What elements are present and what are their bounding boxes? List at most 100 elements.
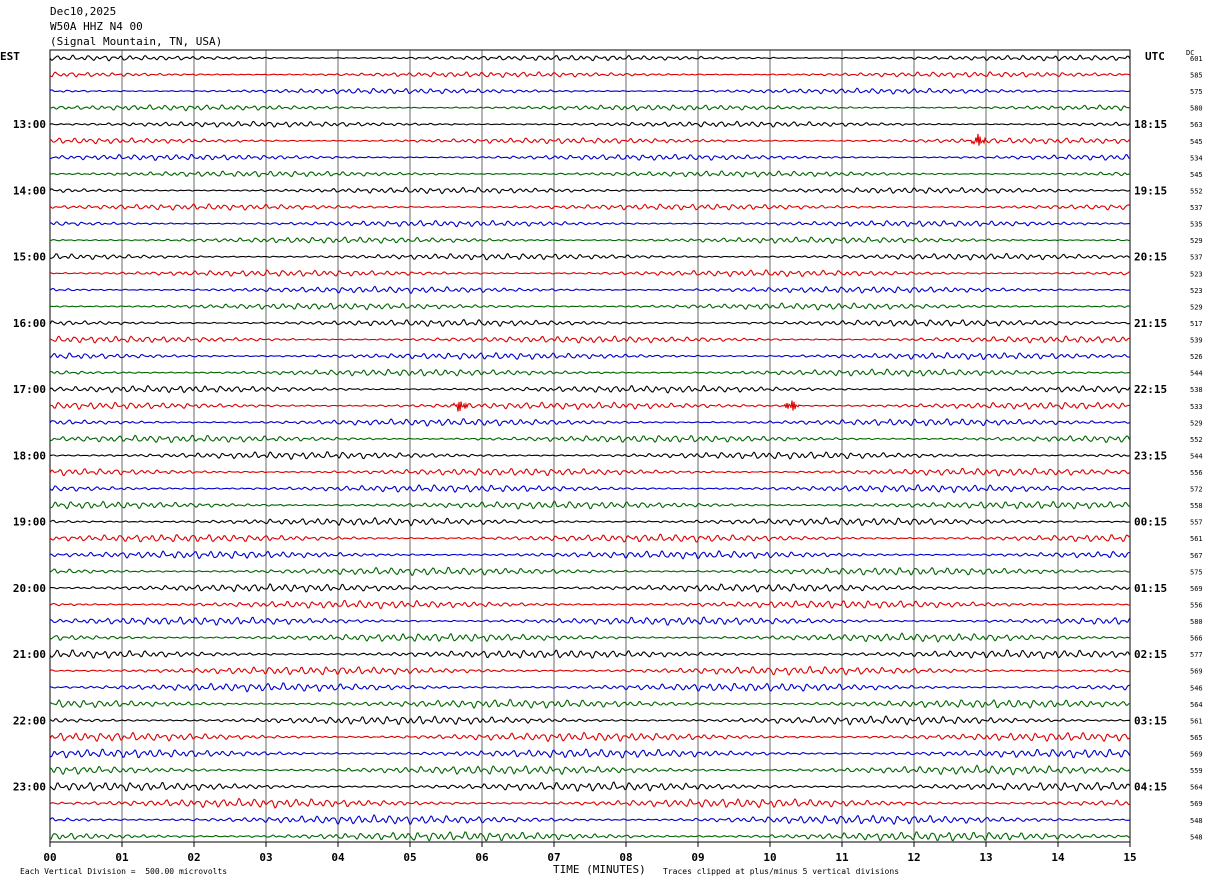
clip-note: Traces clipped at plus/minus 5 vertical … (663, 867, 900, 876)
trace-row-46 (49, 813, 1131, 826)
dc-offset-label: 545 (1190, 138, 1203, 146)
dc-offset-label: 552 (1190, 187, 1203, 195)
trace-row-18 (49, 352, 1131, 361)
trace-row-17 (49, 335, 1131, 344)
trace-row-24 (49, 451, 1131, 461)
utc-hour-label: 02:15 (1134, 648, 1167, 661)
trace-row-35 (49, 632, 1131, 643)
dc-offset-label: 548 (1190, 833, 1203, 841)
utc-hour-label: 01:15 (1134, 582, 1167, 595)
x-tick-label: 04 (331, 851, 345, 864)
est-hour-label: 16:00 (13, 317, 46, 330)
trace-row-29 (49, 533, 1131, 543)
utc-hour-label: 23:15 (1134, 449, 1167, 462)
trace-row-0 (49, 54, 1131, 62)
trace-row-45 (49, 797, 1131, 809)
x-tick-label: 14 (1051, 851, 1065, 864)
dc-offset-label: 558 (1190, 502, 1203, 510)
trace-row-14 (49, 285, 1131, 295)
dc-offset-label: 534 (1190, 154, 1203, 162)
utc-axis-label: UTC (1145, 50, 1165, 63)
dc-offset-label: 556 (1190, 469, 1203, 477)
utc-hour-label: 04:15 (1134, 781, 1167, 794)
est-hour-label: 15:00 (13, 251, 46, 264)
trace-row-26 (49, 483, 1131, 494)
trace-row-10 (49, 220, 1131, 228)
trace-row-11 (49, 236, 1131, 245)
utc-hour-label: 18:15 (1134, 118, 1167, 131)
trace-row-40 (49, 715, 1131, 726)
x-tick-label: 15 (1123, 851, 1136, 864)
dc-offset-label: 529 (1190, 303, 1203, 311)
x-axis-title: TIME (MINUTES) (553, 863, 646, 876)
trace-row-33 (49, 599, 1131, 610)
trace-row-43 (49, 764, 1131, 776)
trace-row-1 (49, 71, 1131, 78)
x-tick-label: 06 (475, 851, 489, 864)
dc-offset-label: 544 (1190, 370, 1203, 378)
trace-row-37 (49, 665, 1131, 676)
trace-row-42 (49, 748, 1131, 759)
est-hour-label: 14:00 (13, 184, 46, 197)
dc-offset-label: 569 (1190, 668, 1203, 676)
plot-date: Dec10,2025 (50, 5, 117, 18)
dc-offset-label: 556 (1190, 601, 1203, 609)
dc-offset-label: 561 (1190, 535, 1203, 543)
trace-row-47 (49, 831, 1131, 842)
dc-offset-label: 569 (1190, 585, 1203, 593)
trace-row-23 (49, 434, 1131, 444)
utc-hour-label: 03:15 (1134, 714, 1167, 727)
trace-row-25 (49, 467, 1131, 477)
est-hour-label: 21:00 (13, 648, 46, 661)
dc-offset-label: 546 (1190, 684, 1203, 692)
x-tick-label: 03 (259, 851, 272, 864)
dc-offset-label: 563 (1190, 121, 1203, 129)
trace-row-3 (50, 104, 1131, 112)
trace-row-13 (49, 269, 1131, 278)
dc-offset-label: 564 (1190, 784, 1203, 792)
x-tick-label: 01 (115, 851, 129, 864)
x-tick-label: 02 (187, 851, 200, 864)
station-code: W50A HHZ N4 00 (50, 20, 143, 33)
dc-offset-label: 544 (1190, 452, 1203, 460)
dc-offset-label: 529 (1190, 419, 1203, 427)
dc-offset-label: 523 (1190, 287, 1203, 295)
trace-row-39 (49, 698, 1131, 710)
x-tick-label: 08 (619, 851, 632, 864)
dc-offset-label: 580 (1190, 618, 1203, 626)
dc-offset-label: 577 (1190, 651, 1203, 659)
est-hour-label: 13:00 (13, 118, 46, 131)
utc-hour-label: 21:15 (1134, 317, 1167, 330)
dc-offset-label: 561 (1190, 717, 1203, 725)
dc-offset-label: 538 (1190, 386, 1203, 394)
trace-row-20 (49, 384, 1131, 394)
dc-offset-label: 537 (1190, 254, 1203, 262)
dc-offset-label: 557 (1190, 519, 1203, 527)
dc-label: DC (1186, 49, 1195, 57)
trace-row-44 (49, 781, 1131, 792)
trace-row-16 (49, 318, 1131, 328)
trace-row-8 (49, 186, 1131, 195)
trace-row-34 (49, 616, 1131, 626)
x-tick-label: 11 (835, 851, 849, 864)
x-tick-label: 09 (691, 851, 704, 864)
trace-row-5 (49, 133, 1131, 146)
dc-offset-label: 580 (1190, 105, 1203, 113)
x-tick-label: 13 (979, 851, 992, 864)
dc-offset-label: 559 (1190, 767, 1203, 775)
dc-offset-label: 572 (1190, 486, 1203, 494)
dc-offset-label: 548 (1190, 817, 1203, 825)
x-tick-label: 07 (547, 851, 560, 864)
est-hour-label: 18:00 (13, 449, 46, 462)
dc-offset-label: 566 (1190, 635, 1203, 643)
trace-row-9 (49, 203, 1131, 211)
trace-row-27 (49, 500, 1131, 510)
dc-offset-label: 517 (1190, 320, 1203, 328)
dc-offset-label: 565 (1190, 734, 1203, 742)
dc-offset-label: 567 (1190, 552, 1203, 560)
utc-hour-label: 00:15 (1134, 516, 1167, 529)
trace-row-15 (49, 302, 1131, 311)
dc-offset-label: 539 (1190, 337, 1203, 345)
utc-hour-label: 22:15 (1134, 383, 1167, 396)
